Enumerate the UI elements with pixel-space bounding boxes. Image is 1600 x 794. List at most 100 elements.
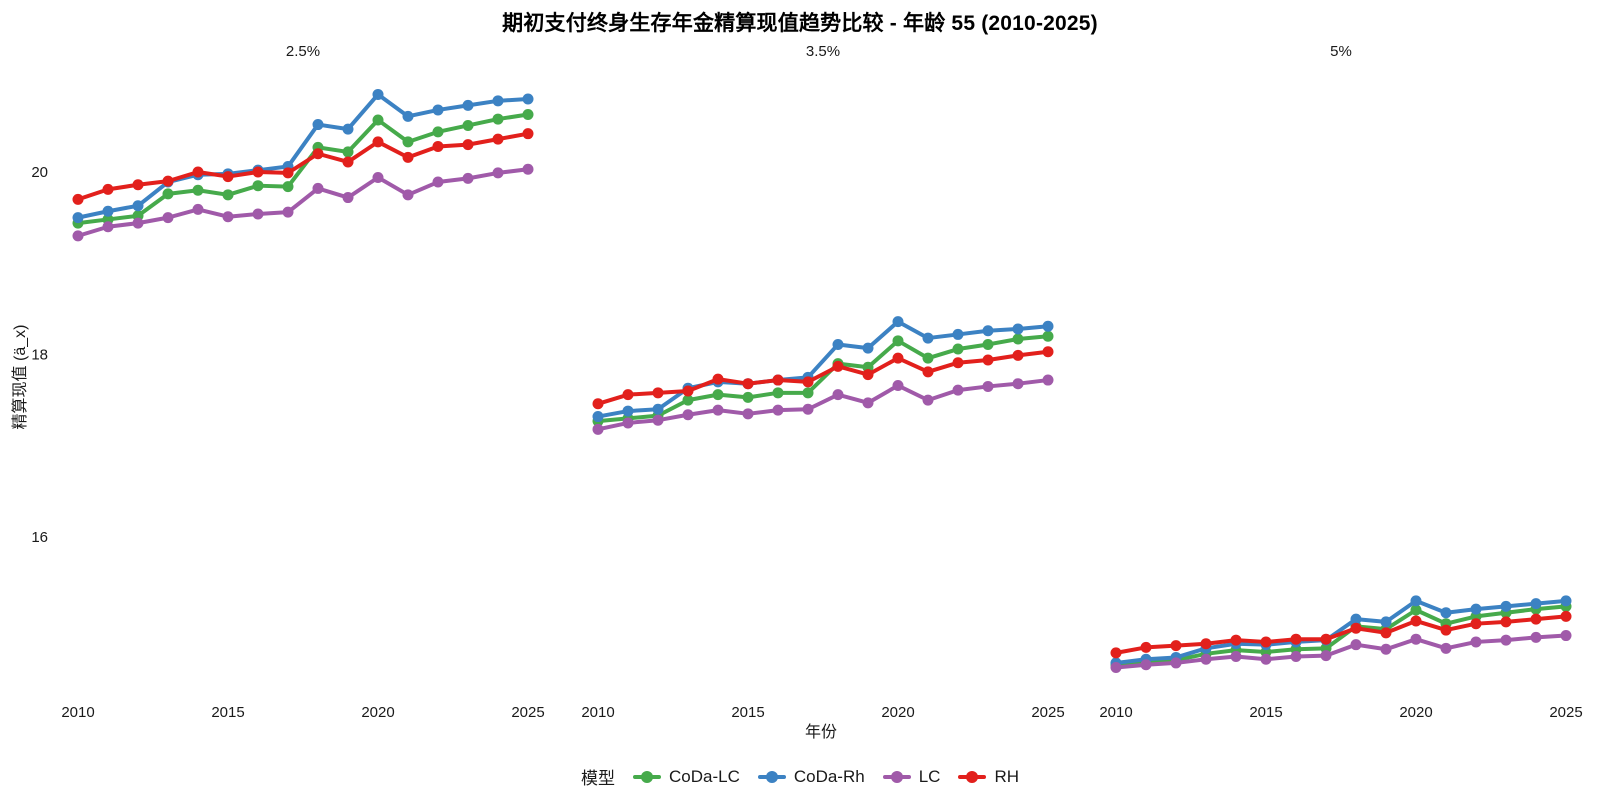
data-point <box>132 200 144 212</box>
data-point <box>252 180 264 192</box>
data-point <box>1560 610 1572 622</box>
data-point <box>922 366 934 378</box>
x-tick-label: 2010 <box>581 704 614 721</box>
data-point <box>522 128 534 140</box>
data-point <box>522 109 534 121</box>
data-point <box>492 133 504 145</box>
data-point <box>772 374 784 386</box>
data-point <box>312 182 324 194</box>
data-point <box>492 95 504 107</box>
data-point <box>1260 653 1272 665</box>
data-point <box>282 181 294 193</box>
series-LC <box>1110 630 1572 673</box>
data-point <box>432 140 444 152</box>
data-point <box>1470 618 1482 630</box>
series-line-RH <box>596 349 1050 406</box>
data-point <box>1140 659 1152 671</box>
data-point <box>1012 349 1024 361</box>
data-point <box>1440 642 1452 654</box>
series-line-CoDa-LC <box>1114 604 1568 667</box>
data-point <box>1560 630 1572 642</box>
data-point <box>1410 604 1422 616</box>
data-point <box>1530 631 1542 643</box>
series-line-CoDa-Rh <box>76 92 530 220</box>
data-point <box>862 342 874 354</box>
data-point <box>1200 638 1212 650</box>
data-point <box>342 156 354 168</box>
data-point <box>402 189 414 201</box>
legend-dot-icon <box>890 770 903 783</box>
data-point <box>162 212 174 224</box>
data-point <box>1042 374 1054 386</box>
data-point <box>952 384 964 396</box>
data-point <box>1470 636 1482 648</box>
data-point <box>462 139 474 151</box>
data-point <box>712 373 724 385</box>
data-point <box>402 151 414 163</box>
data-point <box>132 179 144 191</box>
legend: 模型 CoDa-LC CoDa-Rh LC RH <box>0 764 1600 789</box>
series-LC <box>72 163 534 242</box>
data-point <box>282 167 294 179</box>
data-point <box>1012 333 1024 345</box>
x-tick-label: 2020 <box>361 704 394 721</box>
facet-panel-2.5%: 2.5% 2010 2015 2020 2025 <box>61 43 544 721</box>
x-tick-label: 2015 <box>1249 704 1282 721</box>
x-tick-label: 2020 <box>881 704 914 721</box>
data-point <box>192 184 204 196</box>
data-point <box>592 411 604 423</box>
y-tick-label: 16 <box>31 529 48 546</box>
legend-dot-icon <box>640 770 653 783</box>
data-point <box>1350 622 1362 634</box>
data-point <box>622 389 634 401</box>
x-tick-label: 2015 <box>211 704 244 721</box>
facet-panel-5%: 5% 2010 2015 2020 2025 <box>1099 43 1582 721</box>
data-point <box>132 217 144 229</box>
x-tick-label: 2025 <box>1031 704 1064 721</box>
series-CoDa-Rh <box>592 316 1054 423</box>
data-point <box>802 387 814 399</box>
data-point <box>402 136 414 148</box>
data-point <box>72 212 84 224</box>
data-point <box>252 166 264 178</box>
data-point <box>892 335 904 347</box>
data-point <box>1530 598 1542 610</box>
series-RH <box>592 346 1054 410</box>
data-point <box>1290 633 1302 645</box>
data-point <box>162 188 174 200</box>
data-point <box>892 352 904 364</box>
data-point <box>1410 595 1422 607</box>
data-point <box>402 110 414 122</box>
data-point <box>622 417 634 429</box>
data-point <box>1350 639 1362 651</box>
y-tick-label: 18 <box>31 347 48 364</box>
series-line-LC <box>596 378 1050 432</box>
data-point <box>462 119 474 131</box>
data-point <box>952 328 964 340</box>
data-point <box>982 338 994 350</box>
legend-dot-icon <box>966 770 979 783</box>
data-point <box>72 193 84 205</box>
data-point <box>862 369 874 381</box>
legend-key-icon <box>757 770 786 783</box>
legend-dot-icon <box>765 770 778 783</box>
data-point <box>1200 653 1212 665</box>
data-point <box>252 208 264 220</box>
data-point <box>522 93 534 105</box>
legend-item-label: RH <box>994 766 1019 786</box>
data-point <box>892 380 904 392</box>
data-point <box>1320 650 1332 662</box>
data-point <box>222 211 234 223</box>
data-point <box>1440 624 1452 636</box>
series-line-CoDa-LC <box>76 112 530 226</box>
data-point <box>1170 657 1182 669</box>
data-point <box>222 189 234 201</box>
legend-key-icon <box>958 770 987 783</box>
facet-label: 3.5% <box>806 43 840 60</box>
series-line-RH <box>1114 614 1568 655</box>
data-point <box>1230 651 1242 663</box>
data-point <box>982 380 994 392</box>
data-point <box>102 183 114 195</box>
